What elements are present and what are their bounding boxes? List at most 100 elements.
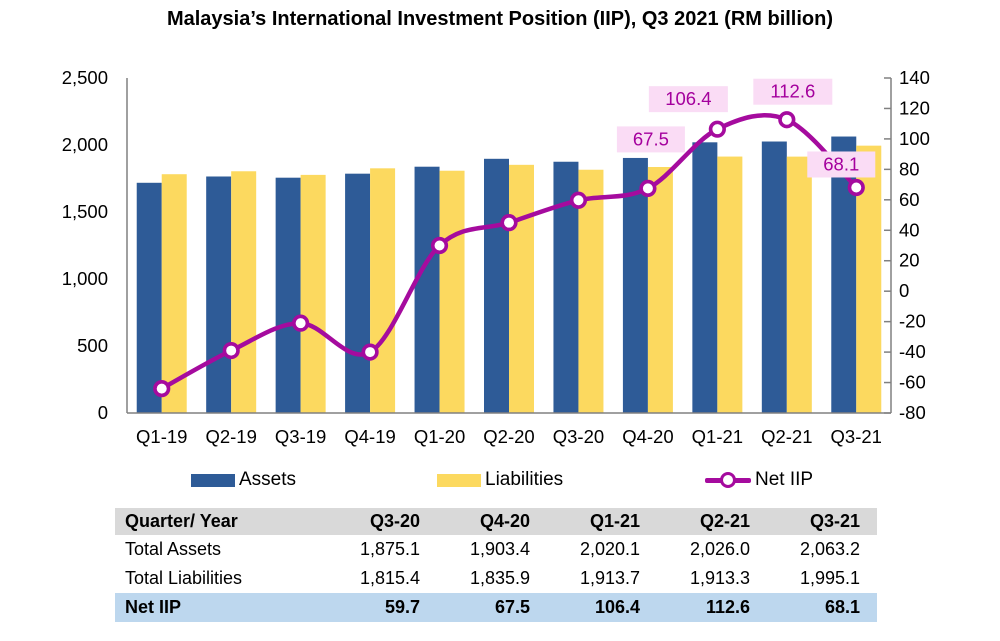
assets-bar bbox=[831, 136, 857, 414]
right-axis-tick-label: 60 bbox=[899, 189, 920, 210]
assets-bar bbox=[206, 176, 232, 413]
right-axis-tick-label: 120 bbox=[899, 97, 930, 118]
liabilities-bar bbox=[161, 174, 187, 413]
table-header-quarter-year: Quarter/ Year bbox=[125, 511, 238, 531]
table-header-q3-20: Q3-20 bbox=[369, 511, 420, 531]
right-axis-tick-label: 40 bbox=[899, 219, 920, 240]
assets-bar bbox=[345, 173, 371, 413]
chart-title: Malaysia’s International Investment Posi… bbox=[166, 8, 834, 30]
netiip-circle-marker bbox=[720, 472, 736, 488]
point-label-bg bbox=[753, 78, 833, 105]
netiip-line-marker-icon bbox=[705, 471, 751, 489]
right-axis-tick-label: 80 bbox=[899, 158, 920, 179]
right-axis-tick-label: -60 bbox=[899, 372, 926, 393]
point-label-bg bbox=[648, 86, 728, 113]
x-axis-category-label: Q4-19 bbox=[344, 426, 395, 447]
legend-label-assets: Assets bbox=[239, 469, 297, 490]
liabilities-bar bbox=[578, 169, 604, 413]
legend-item-assets: Assets bbox=[191, 466, 296, 494]
table-header-q3-21: Q3-21 bbox=[809, 511, 860, 531]
liabilities-bar bbox=[786, 156, 812, 413]
iip-combo-chart: 0 500 1,000 1,500 2,000 2,500 -80 -60 -40 -20 0 20 4… bbox=[62, 67, 930, 447]
cell-value: 2,063.2 bbox=[799, 539, 860, 559]
right-axis-tick-label: 0 bbox=[899, 280, 909, 301]
assets-bar bbox=[136, 182, 162, 413]
right-axis-tick-label: -20 bbox=[899, 311, 926, 332]
point-label-text: 112.6 bbox=[770, 81, 815, 102]
right-axis-tick-label: -40 bbox=[899, 341, 926, 362]
chart-legend: Assets Liabilities Net IIP bbox=[0, 466, 1000, 494]
cell-value: 1,913.7 bbox=[579, 568, 640, 588]
cell-value: 1,995.1 bbox=[799, 568, 860, 588]
cell-value: 2,020.1 bbox=[579, 539, 640, 559]
net-iip-point-marker bbox=[430, 236, 449, 255]
assets-bar bbox=[275, 177, 301, 413]
point-label-bg bbox=[807, 151, 876, 178]
cell-value: 1,913.3 bbox=[689, 568, 750, 588]
x-axis-category-label: Q3-20 bbox=[553, 426, 604, 447]
table-row-net-iip: Net IIP 59.7 67.5 106.4 112.6 68.1 bbox=[115, 593, 877, 622]
liabilities-bar bbox=[509, 164, 534, 413]
net-iip-point-marker bbox=[361, 343, 379, 361]
cell-value: 1,835.9 bbox=[469, 568, 530, 588]
cell-value: 1,815.4 bbox=[359, 568, 420, 588]
cell-value: 1,875.1 bbox=[359, 539, 420, 559]
x-axis-category-label: Q3-21 bbox=[831, 426, 882, 447]
table-header-q1-21: Q1-21 bbox=[589, 511, 640, 531]
net-iip-point-marker bbox=[847, 178, 865, 197]
row-label: Total Liabilities bbox=[125, 568, 243, 588]
legend-item-netiip: Net IIP bbox=[705, 466, 813, 494]
right-axis-tick-label: 100 bbox=[899, 128, 930, 149]
net-iip-point-marker bbox=[778, 111, 796, 129]
liabilities-bar bbox=[231, 171, 257, 413]
cell-value: 68.1 bbox=[824, 597, 860, 617]
x-axis-category-label: Q1-21 bbox=[692, 426, 743, 447]
net-iip-point-marker bbox=[292, 314, 310, 332]
x-axis-category-label: Q2-19 bbox=[205, 426, 256, 447]
x-axis-category-label: Q1-19 bbox=[136, 426, 187, 447]
left-axis-tick-label: 0 bbox=[98, 402, 108, 423]
point-label-text: 68.1 bbox=[823, 153, 859, 174]
assets-bar bbox=[622, 157, 648, 413]
liabilities-bar bbox=[717, 156, 743, 413]
table-header-q2-21: Q2-21 bbox=[699, 511, 750, 531]
table-header-row: Quarter/ Year Q3-20 Q4-20 Q1-21 Q2-21 Q3… bbox=[115, 508, 877, 535]
cell-value: 67.5 bbox=[494, 597, 530, 617]
assets-swatch-icon bbox=[191, 473, 235, 487]
net-iip-point-marker bbox=[708, 120, 726, 138]
x-axis-category-label: Q2-21 bbox=[761, 426, 812, 447]
row-label: Net IIP bbox=[125, 597, 182, 617]
liabilities-bar bbox=[647, 166, 673, 413]
liabilities-bar bbox=[439, 170, 465, 413]
x-axis-category-label: Q4-20 bbox=[622, 426, 673, 447]
left-axis-tick-label: 500 bbox=[77, 335, 108, 356]
right-axis-tick-label: 140 bbox=[899, 67, 930, 88]
legend-label-netiip: Net IIP bbox=[755, 469, 814, 490]
net-iip-point-marker bbox=[639, 179, 657, 197]
x-axis-category-label: Q2-20 bbox=[483, 426, 534, 447]
net-iip-point-marker bbox=[500, 214, 518, 232]
left-axis-tick-label: 1,000 bbox=[62, 268, 108, 289]
liabilities-bar bbox=[370, 168, 396, 413]
net-iip-point-marker bbox=[222, 341, 240, 360]
assets-bar bbox=[484, 158, 509, 413]
legend-item-liabilities: Liabilities bbox=[437, 466, 563, 494]
legend-label-liabilities: Liabilities bbox=[485, 469, 564, 490]
left-axis-tick-label: 1,500 bbox=[62, 201, 108, 222]
cell-value: 59.7 bbox=[384, 597, 420, 617]
cell-value: 106.4 bbox=[594, 597, 640, 617]
row-label: Total Assets bbox=[125, 539, 222, 559]
point-label-text: 67.5 bbox=[633, 128, 669, 149]
x-axis-category-label: Q1-20 bbox=[414, 426, 465, 447]
table-row-total-assets: Total Assets 1,875.1 1,903.4 2,020.1 2,0… bbox=[115, 535, 877, 564]
iip-summary-table: Quarter/ Year Q3-20 Q4-20 Q1-21 Q2-21 Q3… bbox=[115, 508, 877, 622]
table-header-q4-20: Q4-20 bbox=[479, 511, 530, 531]
cell-value: 2,026.0 bbox=[689, 539, 750, 559]
net-iip-point-marker bbox=[569, 191, 588, 209]
left-axis-tick-label: 2,000 bbox=[62, 134, 108, 155]
cell-value: 112.6 bbox=[705, 597, 750, 617]
cell-value: 1,903.4 bbox=[469, 539, 530, 559]
assets-bar bbox=[761, 141, 787, 414]
assets-bar bbox=[692, 142, 718, 414]
left-axis-tick-label: 2,500 bbox=[62, 67, 108, 88]
